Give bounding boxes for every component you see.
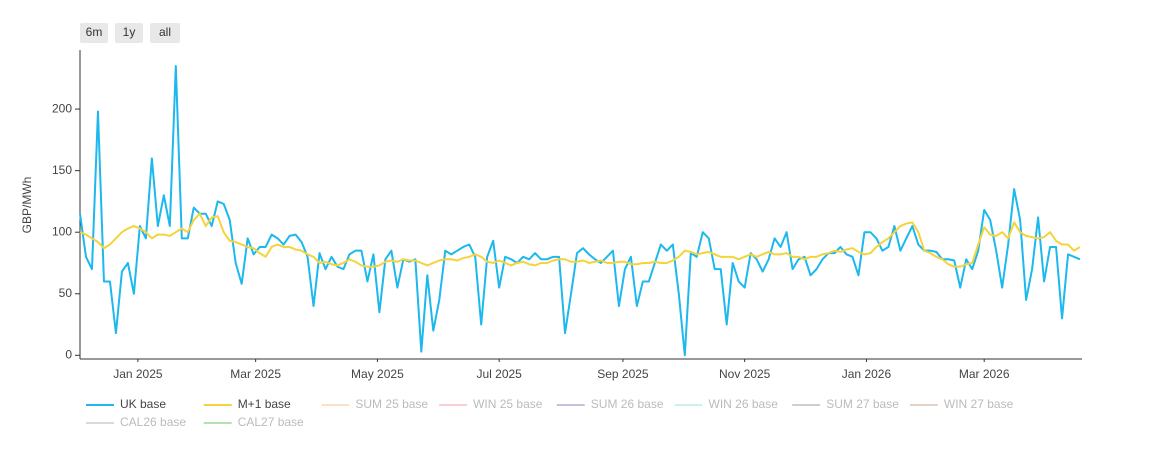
legend-label[interactable]: SUM 26 base xyxy=(591,397,664,411)
legend-item[interactable]: CAL26 base xyxy=(86,415,186,429)
y-tick-label: 0 xyxy=(65,347,72,361)
x-tick-label: Nov 2025 xyxy=(719,367,771,381)
x-tick-label: Mar 2025 xyxy=(230,367,281,381)
y-tick-label: 200 xyxy=(52,101,72,115)
x-tick-label: Jan 2025 xyxy=(113,367,163,381)
range-button-label[interactable]: 6m xyxy=(86,25,103,39)
legend-label[interactable]: SUM 27 base xyxy=(826,397,899,411)
y-axis-label: GBP/MWh xyxy=(20,177,34,234)
legend-label[interactable]: WIN 27 base xyxy=(944,397,1014,411)
range-button-label[interactable]: all xyxy=(159,25,171,39)
legend-item[interactable]: CAL27 base xyxy=(203,415,304,429)
legend-item[interactable]: M+1 base xyxy=(203,397,291,411)
series-line xyxy=(79,65,1081,357)
y-tick-label: 100 xyxy=(52,224,72,238)
x-tick-label: Jan 2026 xyxy=(842,367,892,381)
legend-label[interactable]: WIN 26 base xyxy=(709,397,779,411)
legend-label[interactable]: CAL26 base xyxy=(120,415,186,429)
range-button[interactable]: 6m xyxy=(80,23,108,43)
legend-label[interactable]: CAL27 base xyxy=(238,415,304,429)
range-button-label[interactable]: 1y xyxy=(123,25,136,39)
y-tick-label: 50 xyxy=(59,286,73,300)
legend-item[interactable]: UK base xyxy=(86,397,166,411)
legend-label[interactable]: UK base xyxy=(120,397,166,411)
range-button[interactable]: 1y xyxy=(115,23,143,43)
legend-item[interactable]: SUM 25 base xyxy=(321,397,428,411)
range-button-bg[interactable] xyxy=(150,23,180,43)
legend-item[interactable]: SUM 26 base xyxy=(556,397,664,411)
legend-item[interactable]: WIN 25 base xyxy=(439,397,543,411)
legend-item[interactable]: WIN 27 base xyxy=(909,397,1014,411)
x-tick-label: Sep 2025 xyxy=(597,367,649,381)
x-tick-label: May 2025 xyxy=(351,367,404,381)
y-tick-label: 150 xyxy=(52,163,72,177)
series-line xyxy=(79,212,1081,268)
legend-item[interactable]: SUM 27 base xyxy=(792,397,899,411)
legend-label[interactable]: WIN 25 base xyxy=(473,397,543,411)
legend-label[interactable]: SUM 25 base xyxy=(355,397,428,411)
x-tick-label: Jul 2025 xyxy=(476,367,522,381)
x-tick-label: Mar 2026 xyxy=(959,367,1010,381)
range-button-bg[interactable] xyxy=(115,23,143,43)
legend-item[interactable]: WIN 26 base xyxy=(674,397,779,411)
range-button-bg[interactable] xyxy=(80,23,108,43)
range-button[interactable]: all xyxy=(150,23,180,43)
legend-label[interactable]: M+1 base xyxy=(238,397,291,411)
